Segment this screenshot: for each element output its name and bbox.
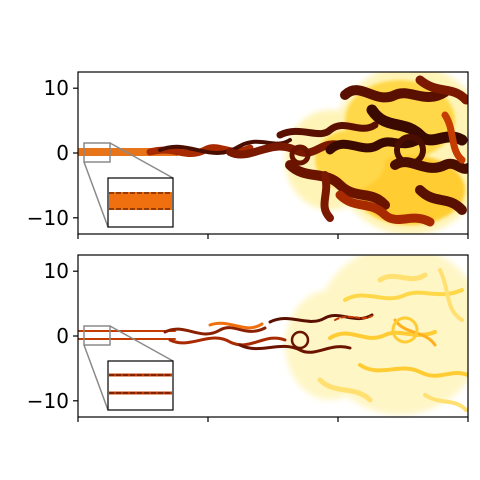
- axes-layer: 10 0 −10 10 0 −10: [27, 76, 469, 422]
- y-tick-label: 10: [44, 259, 69, 283]
- zoom-box: [83, 142, 111, 163]
- y-tick-label: −10: [27, 389, 69, 413]
- density-field: [78, 72, 468, 234]
- y-tick-label: 0: [56, 141, 69, 165]
- inset-panel: [107, 360, 174, 411]
- y-tick-label: 0: [56, 324, 69, 348]
- density-field: [78, 255, 468, 415]
- y-tick-label: −10: [27, 206, 69, 230]
- inset-zoom: [83, 142, 174, 228]
- inset-zoom: [83, 325, 174, 411]
- y-tick-label: 10: [44, 76, 69, 100]
- bottom-panel: [77, 254, 469, 418]
- top-panel: [77, 71, 469, 235]
- zoom-box: [83, 325, 111, 346]
